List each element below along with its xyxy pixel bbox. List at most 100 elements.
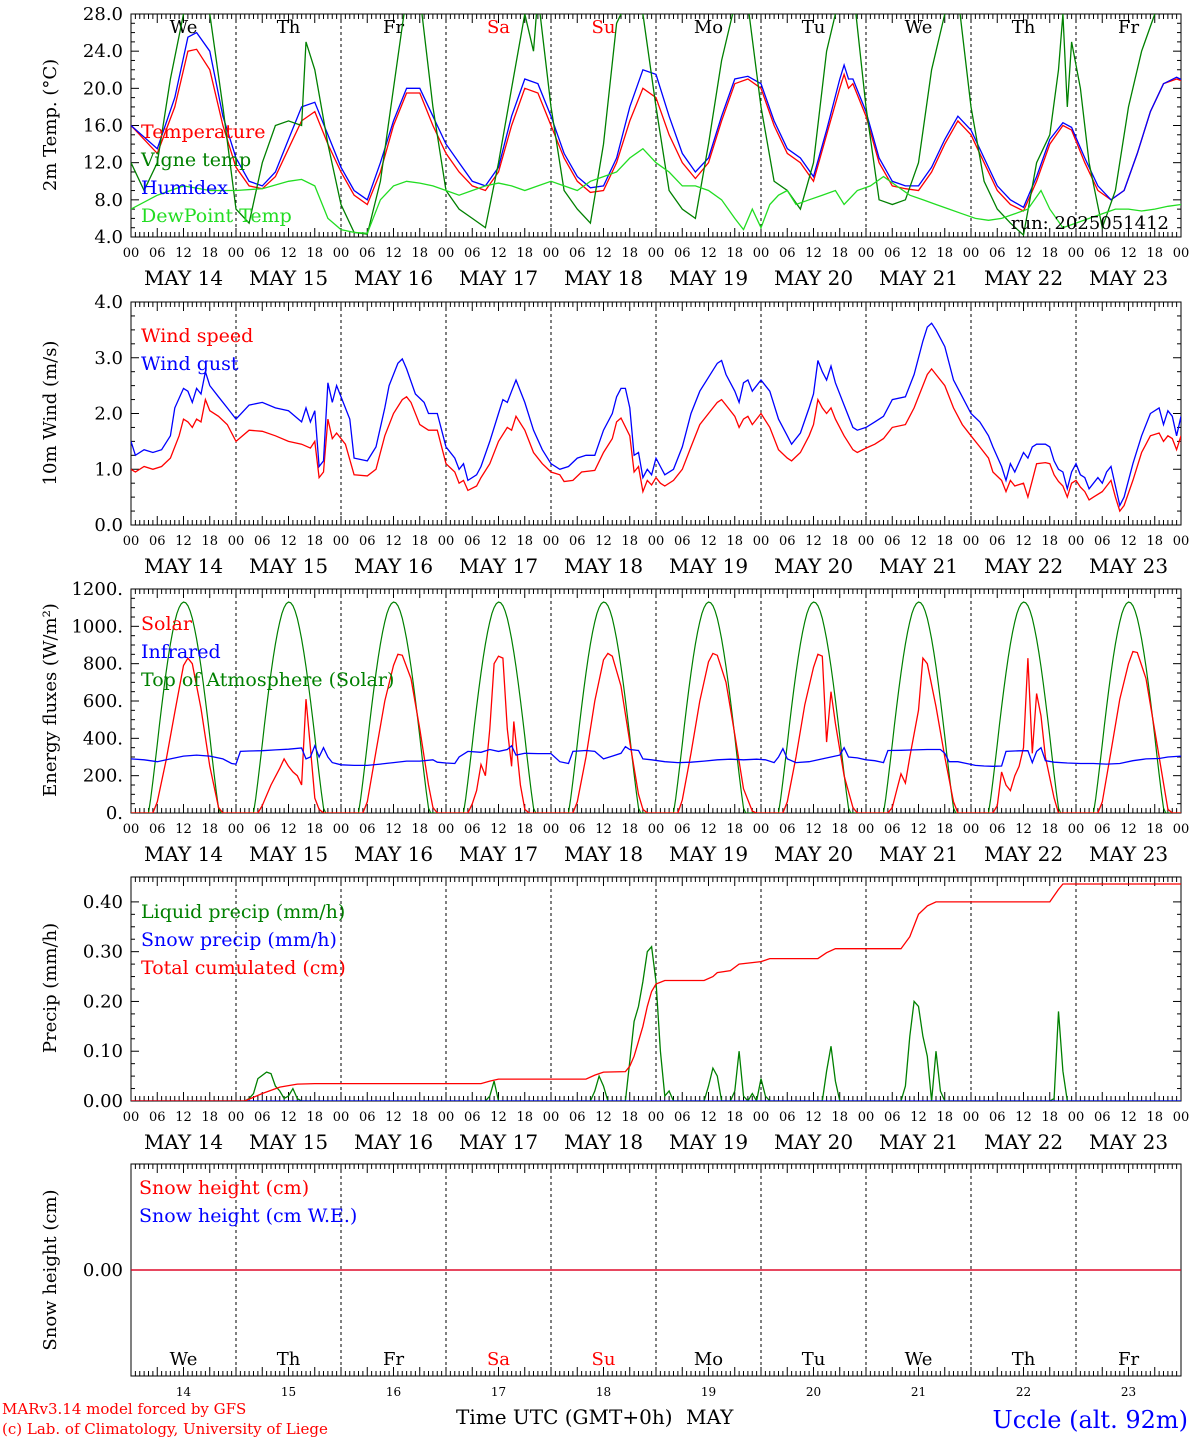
legend-entry: Snow precip (mm/h) [141, 929, 337, 951]
date-label: MAY 23 [1089, 1130, 1168, 1154]
y-tick-label: 12.0 [83, 153, 123, 174]
date-label: MAY 22 [984, 554, 1063, 578]
x-tick-label: 18 [621, 822, 638, 837]
y-tick-label: 0.30 [83, 942, 123, 963]
series-vigne-temp [131, 14, 1156, 237]
footer: MARv3.14 model forced by GFS (c) Lab. of… [2, 1400, 1188, 1438]
x-tick-label: 00 [123, 1110, 140, 1125]
date-label: MAY 15 [249, 1130, 328, 1154]
legend-entry: Solar [141, 613, 193, 635]
x-tick-label: 06 [674, 1110, 691, 1125]
x-tick-label: 06 [884, 246, 901, 261]
x-tick-label: 00 [1173, 1110, 1190, 1125]
day-number-label: 15 [281, 1385, 296, 1399]
run-label: run: 2025051412 [1011, 213, 1169, 234]
x-tick-label: 12 [175, 534, 192, 549]
day-number-label: 18 [596, 1385, 611, 1399]
x-tick-label: 06 [674, 822, 691, 837]
weekday-label: Mo [694, 1349, 723, 1370]
x-tick-label: 18 [621, 534, 638, 549]
y-tick-label: 800. [83, 654, 123, 675]
model-credit: MARv3.14 model forced by GFS [2, 1400, 246, 1418]
x-tick-label: 18 [1041, 246, 1058, 261]
x-tick-label: 06 [149, 534, 166, 549]
x-tick-label: 12 [175, 1110, 192, 1125]
x-tick-label: 06 [254, 1110, 271, 1125]
weekday-label: Th [1012, 1349, 1036, 1370]
x-tick-label: 06 [674, 534, 691, 549]
x-tick-label: 18 [411, 1110, 428, 1125]
plot-frame [130, 13, 1182, 238]
y-axis-title: 10m Wind (m/s) [40, 341, 61, 486]
x-tick-label: 18 [516, 246, 533, 261]
x-tick-label: 06 [884, 1110, 901, 1125]
x-tick-label: 06 [674, 246, 691, 261]
y-tick-label: 0. [106, 803, 123, 824]
legend-entry: Total cumulated (cm) [141, 957, 346, 979]
x-tick-label: 06 [254, 246, 271, 261]
x-tick-label: 18 [936, 246, 953, 261]
y-tick-label: 0.20 [83, 991, 123, 1012]
y-tick-label: 2.0 [94, 404, 123, 425]
x-tick-label: 06 [884, 822, 901, 837]
x-tick-label: 00 [858, 822, 875, 837]
date-label: MAY 20 [774, 266, 853, 290]
x-tick-label: 00 [123, 246, 140, 261]
month-label: MAY [686, 1405, 734, 1429]
x-tick-label: 00 [543, 1110, 560, 1125]
series-solar [131, 650, 1181, 813]
x-tick-label: 06 [989, 534, 1006, 549]
x-tick-label: 18 [411, 822, 428, 837]
y-tick-label: 400. [83, 728, 123, 749]
x-tick-label: 12 [700, 534, 717, 549]
x-tick-label: 18 [936, 822, 953, 837]
data-layer [131, 322, 1181, 513]
x-tick-label: 00 [438, 534, 455, 549]
date-label: MAY 20 [774, 842, 853, 866]
date-label: MAY 23 [1089, 842, 1168, 866]
legend-entry: Snow height (cm) [139, 1177, 309, 1199]
x-tick-label: 18 [726, 534, 743, 549]
x-tick-label: 06 [884, 534, 901, 549]
x-tick-label: 06 [569, 534, 586, 549]
x-tick-label: 00 [543, 534, 560, 549]
series-infrared [131, 744, 1181, 767]
station-label: Uccle (alt. 92m) [992, 1406, 1188, 1434]
date-label: MAY 23 [1089, 554, 1168, 578]
x-tick-label: 18 [411, 534, 428, 549]
x-tick-label: 00 [1173, 534, 1190, 549]
x-tick-label: 18 [1146, 822, 1163, 837]
date-label: MAY 20 [774, 1130, 853, 1154]
x-tick-label: 00 [438, 822, 455, 837]
x-axis-label: Time UTC (GMT+0h) [456, 1405, 673, 1429]
x-tick-label: 18 [936, 534, 953, 549]
y-tick-label: 0.10 [83, 1041, 123, 1062]
date-label: MAY 20 [774, 554, 853, 578]
legend-entry: Humidex [141, 177, 228, 199]
date-label: MAY 23 [1089, 266, 1168, 290]
legend-entry: Snow height (cm W.E.) [139, 1205, 357, 1227]
weekday-label: Th [277, 1349, 301, 1370]
day-number-label: 16 [386, 1385, 401, 1399]
x-tick-label: 06 [779, 534, 796, 549]
x-tick-label: 12 [385, 822, 402, 837]
x-tick-label: 12 [595, 534, 612, 549]
x-tick-label: 12 [805, 534, 822, 549]
y-tick-label: 600. [83, 691, 123, 712]
weekday-label: Mo [694, 17, 723, 38]
x-tick-label: 00 [753, 534, 770, 549]
x-tick-label: 00 [753, 822, 770, 837]
x-tick-label: 00 [1068, 534, 1085, 549]
y-tick-label: 1200. [71, 579, 123, 600]
date-label: MAY 14 [144, 842, 223, 866]
hour-ticks [130, 302, 1182, 525]
x-tick-label: 00 [858, 246, 875, 261]
x-tick-label: 00 [1068, 822, 1085, 837]
y-tick-label: 4.0 [94, 227, 123, 248]
y-axis-title: 2m Temp. (°C) [40, 59, 61, 191]
x-tick-label: 00 [228, 246, 245, 261]
weekday-label: We [170, 1349, 198, 1370]
legend-entry: Infrared [141, 641, 221, 663]
weekday-label: Su [592, 17, 616, 38]
